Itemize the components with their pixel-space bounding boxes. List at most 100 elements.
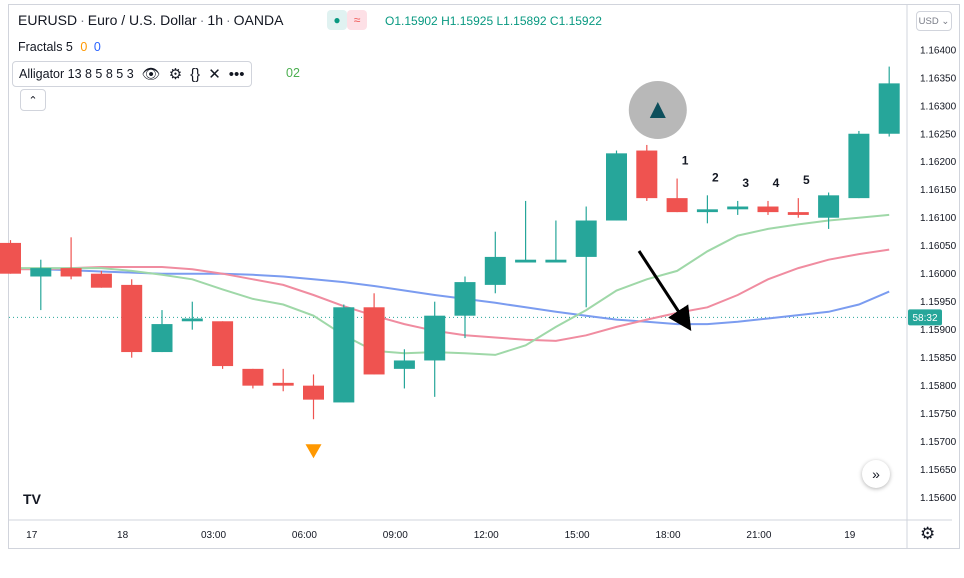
candle-body: [151, 324, 173, 353]
x-tick-label: 06:00: [292, 530, 317, 541]
y-tick-label: 1.15650: [920, 465, 957, 476]
candle-body: [60, 268, 82, 277]
ohlc-values: O1.15902 H1.15925 L1.15892 C1.15922: [385, 14, 602, 28]
x-tick-label: 15:00: [565, 530, 590, 541]
interval[interactable]: 1h: [207, 12, 223, 28]
fractal-up-marker: [649, 101, 666, 118]
y-tick-label: 1.16150: [920, 185, 957, 196]
fractals-value-1: 0: [80, 40, 88, 54]
fractals-legend[interactable]: Fractals 5 0 0: [18, 40, 101, 54]
alligator-jaw-line: [10, 267, 890, 326]
y-tick-label: 1.15700: [920, 437, 957, 448]
count-label: 2: [712, 170, 719, 184]
chevron-up-icon: ⌃: [28, 94, 38, 107]
candle-body: [848, 133, 870, 199]
candle-body: [666, 198, 688, 213]
candle-body: [242, 368, 264, 386]
candle-body: [393, 360, 415, 369]
current-price-label-bg: [908, 309, 942, 326]
chart-settings-gear-icon[interactable]: ⚙: [920, 524, 936, 543]
count-label: 5: [803, 173, 810, 187]
candle-body: [727, 206, 749, 210]
candle-body: [0, 242, 21, 274]
candle-body: [818, 195, 840, 218]
open-value: 1.15902: [394, 14, 438, 28]
y-tick-label: 1.16000: [920, 269, 957, 280]
close-value: 1.15922: [558, 14, 602, 28]
symbol-description: Euro / U.S. Dollar: [87, 12, 197, 28]
count-label: 1: [682, 154, 689, 168]
candle-body: [878, 83, 900, 134]
y-tick-label: 1.16200: [920, 157, 957, 168]
more-icon[interactable]: •••: [228, 65, 245, 83]
y-tick-label: 1.15800: [920, 381, 957, 392]
candle-body: [121, 284, 143, 353]
candle-body: [606, 153, 627, 221]
double-chevron-right-icon: »: [872, 466, 880, 482]
x-tick-label: 03:00: [201, 530, 226, 541]
candle-body: [303, 385, 324, 400]
y-tick-label: 1.16100: [920, 213, 957, 224]
close-icon[interactable]: ✕: [208, 65, 221, 83]
fractals-value-2: 0: [93, 40, 101, 54]
x-tick-label: 19: [844, 530, 856, 541]
candle-body: [424, 315, 446, 361]
y-tick-label: 1.15900: [920, 325, 957, 336]
high-value: 1.15925: [449, 14, 494, 28]
fractal-down-marker: [305, 444, 322, 459]
source-code-icon[interactable]: {}: [190, 65, 201, 83]
candle-body: [454, 282, 476, 316]
alligator-teeth-line: [10, 248, 890, 342]
candle-body: [181, 318, 203, 322]
symbol-header[interactable]: EURUSD · Euro / U.S. Dollar · 1h · OANDA: [18, 12, 284, 28]
x-tick-label: 21:00: [746, 530, 771, 541]
candle-body: [363, 307, 385, 375]
tradingview-logo[interactable]: TV: [23, 491, 41, 507]
alligator-lips-line: [10, 213, 890, 356]
count-label: 3: [742, 176, 749, 190]
alligator-value-tail: 02: [286, 66, 300, 80]
candle-body: [636, 150, 658, 199]
y-tick-label: 1.16050: [920, 241, 957, 252]
fractals-name: Fractals 5: [18, 40, 73, 54]
annotation-arrow: [637, 250, 692, 332]
candle-body: [696, 209, 718, 213]
x-tick-label: 18:00: [655, 530, 680, 541]
candle-body: [90, 273, 112, 288]
y-tick-label: 1.16400: [920, 45, 957, 56]
scroll-to-realtime-button[interactable]: »: [862, 460, 890, 488]
collapse-legend-button[interactable]: ⌃: [20, 89, 46, 111]
candle-body: [272, 382, 294, 386]
alligator-legend[interactable]: Alligator 13 8 5 8 5 3 👁 ⚙ {} ✕ •••: [12, 61, 252, 87]
y-tick-label: 1.16300: [920, 101, 957, 112]
low-value: 1.15892: [503, 14, 547, 28]
x-tick-label: 09:00: [383, 530, 408, 541]
exchange: OANDA: [233, 12, 284, 28]
y-tick-label: 1.15950: [920, 297, 957, 308]
candle-body: [545, 259, 567, 263]
x-tick-label: 17: [26, 530, 38, 541]
x-tick-label: 18: [117, 530, 129, 541]
count-label: 4: [773, 176, 780, 190]
delay-badge[interactable]: ≈: [347, 10, 367, 30]
settings-icon[interactable]: ⚙: [168, 65, 183, 83]
market-open-badge[interactable]: ●: [327, 10, 347, 30]
y-tick-label: 1.15750: [920, 409, 957, 420]
y-tick-label: 1.15600: [920, 493, 957, 504]
y-tick-label: 1.15850: [920, 353, 957, 364]
current-price-label: 58:32: [912, 313, 937, 324]
eye-icon[interactable]: 👁: [141, 65, 161, 83]
candle-body: [484, 256, 506, 285]
candle-body: [212, 321, 234, 367]
candle-body: [575, 220, 597, 257]
candle-body: [757, 206, 779, 213]
symbol[interactable]: EURUSD: [18, 12, 78, 28]
alligator-name: Alligator 13 8 5 8 5 3: [19, 67, 134, 81]
y-tick-label: 1.16350: [920, 73, 957, 84]
candle-body: [30, 268, 52, 277]
candle-body: [787, 212, 809, 215]
currency-button[interactable]: USD ⌄: [916, 11, 952, 31]
x-tick-label: 12:00: [474, 530, 499, 541]
candle-body: [333, 307, 355, 403]
